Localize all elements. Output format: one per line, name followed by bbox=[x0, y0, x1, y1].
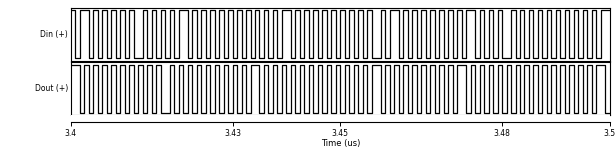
X-axis label: Time (us): Time (us) bbox=[321, 139, 360, 148]
Text: Dout (+): Dout (+) bbox=[35, 84, 68, 93]
Text: Din (+): Din (+) bbox=[41, 30, 68, 39]
